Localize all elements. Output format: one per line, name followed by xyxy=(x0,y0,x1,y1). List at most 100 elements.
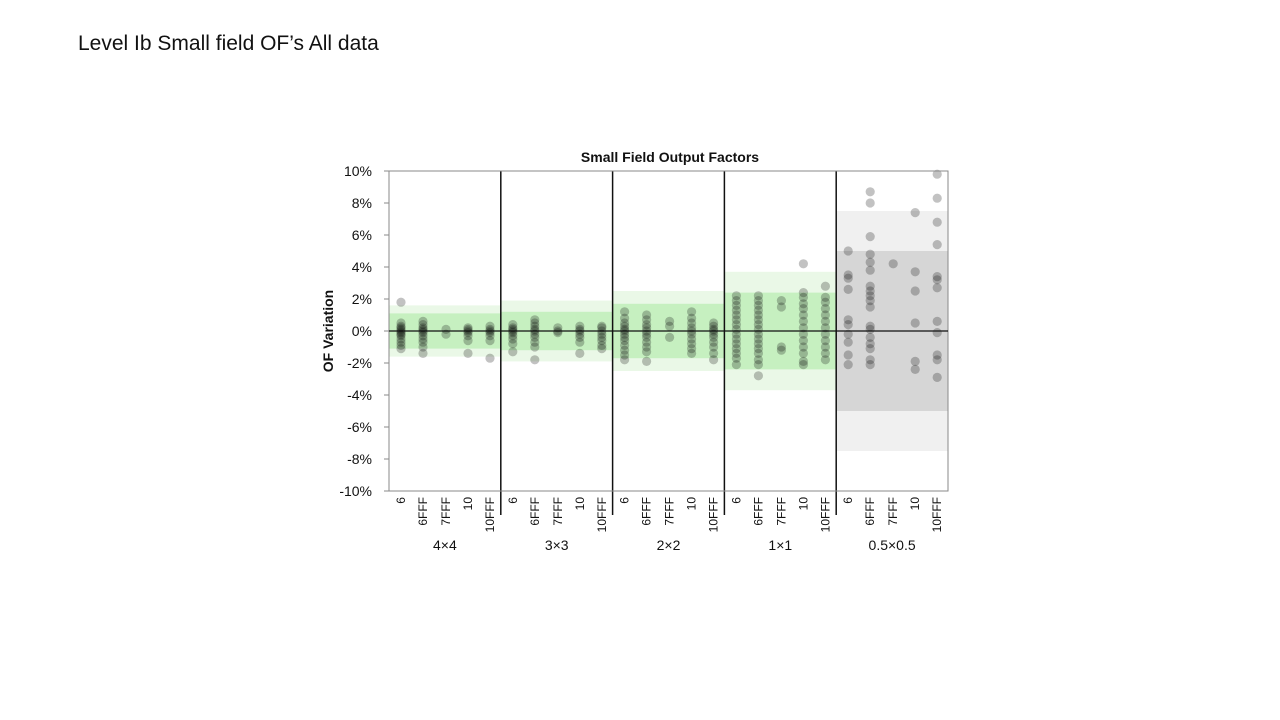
point-1-4-4 xyxy=(597,332,607,342)
point-2-0-4 xyxy=(620,324,630,334)
point-4-0-5 xyxy=(843,320,853,330)
point-3-4-3 xyxy=(820,304,831,314)
energy-label-4-3: 10 xyxy=(908,497,922,511)
point-3-2-0 xyxy=(776,296,787,306)
point-0-1-2 xyxy=(418,323,428,333)
point-2-2-2 xyxy=(665,332,675,342)
point-1-4-3 xyxy=(597,329,607,339)
point-4-0-8 xyxy=(843,350,853,360)
point-4-0-1 xyxy=(843,270,853,280)
point-2-3-3 xyxy=(687,323,697,333)
point-3-0-5 xyxy=(731,315,742,325)
point-4-3-3 xyxy=(910,318,920,328)
point-2-4-5 xyxy=(709,332,719,342)
point-3-2-1 xyxy=(776,302,787,312)
point-3-3-13 xyxy=(798,360,809,370)
y-tick-label-7: -4% xyxy=(347,387,372,403)
point-4-0-7 xyxy=(843,337,853,347)
point-0-0-1 xyxy=(396,318,406,328)
point-4-1-15 xyxy=(865,344,875,354)
point-0-0-11 xyxy=(396,340,406,350)
point-0-0-6 xyxy=(396,328,406,338)
point-2-3-2 xyxy=(687,318,697,328)
energy-label-2-4: 10FFF xyxy=(707,497,721,532)
energy-label-4-4: 10FFF xyxy=(930,497,944,532)
point-0-0-0 xyxy=(396,297,406,307)
point-1-0-0 xyxy=(508,320,518,330)
point-3-1-15 xyxy=(753,371,764,381)
point-4-1-0 xyxy=(865,187,875,197)
point-1-2-2 xyxy=(553,328,563,338)
point-3-4-2 xyxy=(820,297,831,307)
point-3-3-10 xyxy=(798,342,809,352)
point-1-4-0 xyxy=(597,321,607,331)
point-1-0-5 xyxy=(508,331,518,341)
point-3-4-9 xyxy=(820,342,831,352)
point-2-4-2 xyxy=(709,324,719,334)
point-0-1-9 xyxy=(418,342,428,352)
energy-label-4-0: 6 xyxy=(841,497,855,504)
point-0-3-6 xyxy=(463,348,473,358)
point-2-1-5 xyxy=(642,329,652,339)
point-1-3-4 xyxy=(575,332,585,342)
point-3-1-1 xyxy=(753,296,764,306)
point-4-1-14 xyxy=(865,339,875,349)
point-1-1-9 xyxy=(530,355,540,365)
point-1-1-2 xyxy=(530,321,540,331)
point-2-1-8 xyxy=(642,342,652,352)
energy-label-1-1: 6FFF xyxy=(528,497,542,526)
point-2-1-10 xyxy=(642,356,652,366)
point-0-4-1 xyxy=(485,324,495,334)
point-4-4-7 xyxy=(932,316,942,326)
point-2-0-1 xyxy=(620,313,630,323)
point-3-0-2 xyxy=(731,300,742,310)
point-1-3-1 xyxy=(575,324,585,334)
point-2-1-6 xyxy=(642,332,652,342)
point-3-0-10 xyxy=(731,339,742,349)
point-3-4-11 xyxy=(820,355,831,365)
point-2-4-8 xyxy=(709,348,719,358)
point-4-1-13 xyxy=(865,332,875,342)
point-4-0-3 xyxy=(843,284,853,294)
point-3-1-13 xyxy=(753,355,764,365)
y-tick-label-4: 2% xyxy=(352,291,372,307)
point-3-0-14 xyxy=(731,360,742,370)
point-3-0-12 xyxy=(731,348,742,358)
point-3-0-11 xyxy=(731,344,742,354)
point-3-4-0 xyxy=(820,281,831,291)
point-1-1-3 xyxy=(530,324,540,334)
point-1-1-6 xyxy=(530,332,540,342)
point-3-3-12 xyxy=(798,356,809,366)
point-3-0-7 xyxy=(731,324,742,334)
point-2-1-0 xyxy=(642,310,652,320)
field-size-label-3: 1×1 xyxy=(768,537,792,553)
point-2-4-7 xyxy=(709,342,719,352)
point-3-1-8 xyxy=(753,329,764,339)
point-3-3-8 xyxy=(798,329,809,339)
field-size-label-2: 2×2 xyxy=(657,537,681,553)
point-4-0-0 xyxy=(843,246,853,256)
point-3-0-0 xyxy=(731,291,742,301)
energy-label-0-3: 10 xyxy=(461,497,475,511)
point-4-4-4 xyxy=(932,272,942,282)
point-4-1-8 xyxy=(865,291,875,301)
point-2-3-6 xyxy=(687,334,697,344)
point-4-1-12 xyxy=(865,324,875,334)
point-3-3-3 xyxy=(798,299,809,309)
energy-label-3-3: 10 xyxy=(796,497,810,511)
point-4-1-11 xyxy=(865,321,875,331)
point-0-4-6 xyxy=(485,353,495,363)
point-3-0-13 xyxy=(731,353,742,363)
point-0-3-5 xyxy=(463,336,473,346)
point-3-3-0 xyxy=(798,259,809,269)
point-4-4-2 xyxy=(932,217,942,227)
point-0-2-1 xyxy=(441,329,451,339)
point-0-3-4 xyxy=(463,331,473,341)
point-0-3-1 xyxy=(463,324,473,334)
point-4-4-11 xyxy=(932,372,942,382)
point-0-0-8 xyxy=(396,331,406,341)
energy-label-4-2: 7FFF xyxy=(886,497,900,526)
energy-label-1-4: 10FFF xyxy=(595,497,609,532)
point-0-0-7 xyxy=(396,329,406,339)
